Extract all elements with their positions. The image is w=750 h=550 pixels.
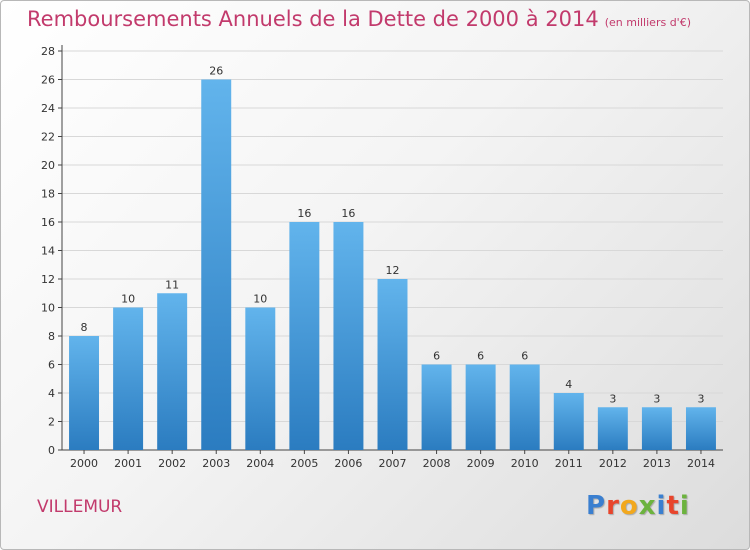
bar-value-label: 6 <box>521 350 528 363</box>
bars <box>69 79 716 450</box>
bar-value-label: 16 <box>341 207 355 220</box>
x-tick-label: 2009 <box>467 457 495 470</box>
y-tick-label: 16 <box>41 216 55 229</box>
y-tick-label: 20 <box>41 159 55 172</box>
x-tick-label: 2014 <box>687 457 715 470</box>
bar <box>113 307 144 450</box>
y-tick-label: 6 <box>48 359 55 372</box>
bar <box>465 364 496 450</box>
y-tick-label: 26 <box>41 74 55 87</box>
logo-letter: t <box>666 491 680 521</box>
bar <box>69 336 100 450</box>
y-tick-label: 0 <box>48 444 55 457</box>
bar <box>421 364 452 450</box>
bar-value-label: 3 <box>697 392 704 405</box>
bar-value-label: 12 <box>386 264 400 277</box>
x-tick-label: 2004 <box>246 457 274 470</box>
y-tick-label: 14 <box>41 245 55 258</box>
bar <box>377 279 408 450</box>
y-tick-label: 8 <box>48 330 55 343</box>
chart-title-text: Remboursements Annuels de la Dette de 20… <box>27 7 599 31</box>
bar-value-label: 16 <box>297 207 311 220</box>
labels: 0246810121416182022242628820001020011120… <box>41 45 715 470</box>
bar-value-label: 10 <box>253 293 267 306</box>
y-tick-label: 2 <box>48 416 55 429</box>
bar-value-label: 8 <box>81 321 88 334</box>
bar <box>553 393 584 450</box>
bar-value-label: 6 <box>477 350 484 363</box>
x-tick-label: 2005 <box>290 457 318 470</box>
x-tick-label: 2003 <box>202 457 230 470</box>
y-tick-label: 28 <box>41 45 55 58</box>
bar-value-label: 3 <box>653 392 660 405</box>
bar-value-label: 10 <box>121 293 135 306</box>
bar <box>509 364 540 450</box>
y-tick-label: 18 <box>41 188 55 201</box>
bar <box>597 407 628 450</box>
y-tick-label: 24 <box>41 102 55 115</box>
logo-letter: r <box>606 491 620 521</box>
x-tick-label: 2007 <box>379 457 407 470</box>
chart-title: Remboursements Annuels de la Dette de 20… <box>27 7 691 31</box>
y-tick-label: 12 <box>41 273 55 286</box>
x-tick-label: 2013 <box>643 457 671 470</box>
logo-letter: i <box>679 491 690 521</box>
x-tick-label: 2002 <box>158 457 186 470</box>
logo-letter: i <box>656 491 667 521</box>
x-tick-label: 2006 <box>334 457 362 470</box>
bar-value-label: 6 <box>433 350 440 363</box>
logo-letter: x <box>638 491 657 521</box>
logo-letter: P <box>586 491 607 521</box>
chart-unit: (en milliers d'€) <box>604 16 691 29</box>
y-tick-label: 22 <box>41 131 55 144</box>
bar <box>201 79 232 450</box>
x-tick-label: 2012 <box>599 457 627 470</box>
bar-value-label: 4 <box>565 378 572 391</box>
y-tick-label: 10 <box>41 302 55 315</box>
x-tick-label: 2000 <box>70 457 98 470</box>
bar-value-label: 26 <box>209 65 223 78</box>
bar-value-label: 3 <box>609 392 616 405</box>
x-tick-label: 2011 <box>555 457 583 470</box>
x-tick-label: 2001 <box>114 457 142 470</box>
bar <box>245 307 276 450</box>
bar-value-label: 11 <box>165 278 179 291</box>
x-tick-label: 2008 <box>423 457 451 470</box>
logo-letter: o <box>619 491 639 521</box>
y-tick-label: 4 <box>48 387 55 400</box>
x-tick-label: 2010 <box>511 457 539 470</box>
bar <box>333 222 364 450</box>
bar <box>157 293 188 450</box>
bar <box>685 407 716 450</box>
bar <box>641 407 672 450</box>
proxiti-logo[interactable]: Proxiti <box>586 491 690 521</box>
bar <box>289 222 320 450</box>
city-name: VILLEMUR <box>37 497 123 517</box>
